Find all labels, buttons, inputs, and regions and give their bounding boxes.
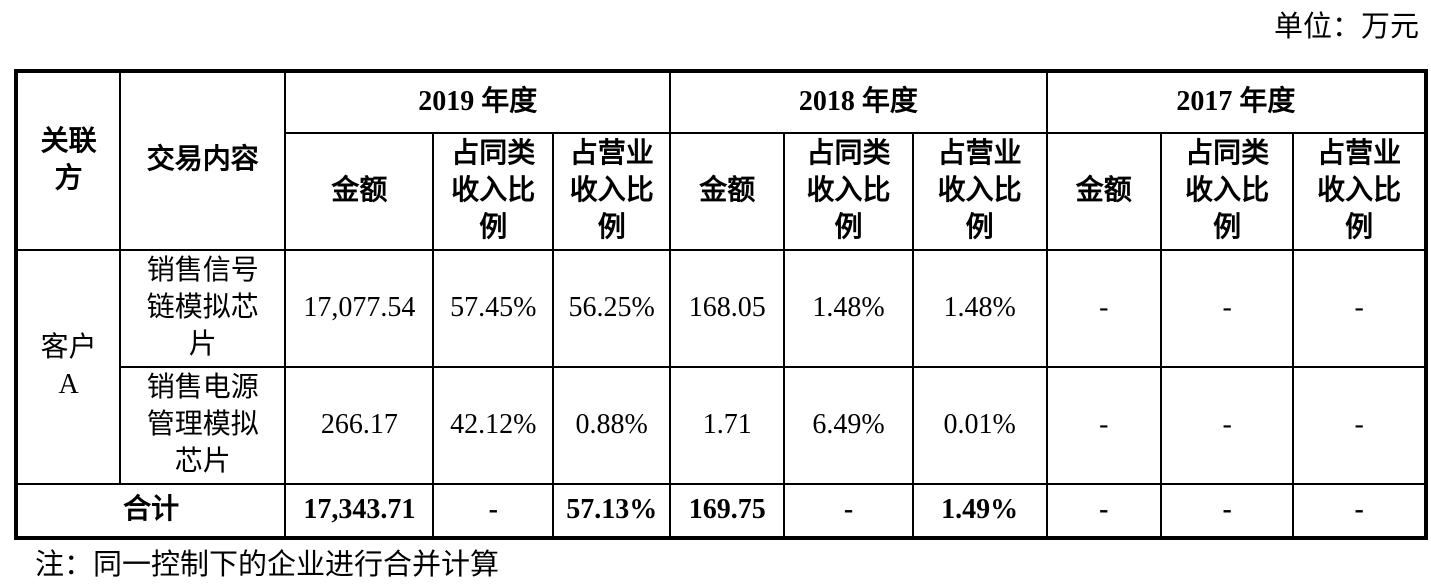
table-row-power-management: 销售电源 管理模拟 芯片 266.17 42.12% 0.88% 1.71 6.… [16,365,1427,485]
cell-total-label: 合计 [14,482,287,539]
cell-total-2018-amount: 169.75 [669,482,786,539]
cell-content-power-management: 销售电源 管理模拟 芯片 [119,365,287,485]
cell-2017-same-type-row1: - [1159,248,1295,368]
header-amount-2019: 金额 [284,132,435,251]
cell-2018-same-type-row2: 6.49% [783,365,914,485]
header-same-type-ratio-2017: 占同类 收入比 例 [1159,132,1295,251]
cell-2018-same-type-row1: 1.48% [783,248,914,368]
cell-2017-amount-row2: - [1045,365,1162,485]
header-amount-2018: 金额 [669,132,786,251]
header-row-metrics: 金额 占同类 收入比 例 占营业 收入比 例 金额 占同类 收入比 例 占营业 … [16,132,1427,251]
cell-total-2018-operating: 1.49% [911,482,1048,539]
cell-total-2017-same-type: - [1159,482,1295,539]
header-transaction-content: 交易内容 [119,70,287,251]
cell-2017-operating-row2: - [1292,365,1427,485]
cell-total-2019-same-type: - [432,482,555,539]
header-operating-ratio-2019: 占营业 收入比 例 [552,132,672,251]
header-year-2019: 2019 年度 [284,70,672,134]
cell-total-2018-same-type: - [783,482,914,539]
cell-2018-amount-row1: 168.05 [669,248,786,368]
cell-total-2017-operating: - [1292,482,1427,539]
cell-total-2017-amount: - [1045,482,1162,539]
header-same-type-ratio-2018: 占同类 收入比 例 [783,132,914,251]
cell-2018-operating-row2: 0.01% [911,365,1048,485]
header-related-party: 关联 方 [14,70,122,251]
cell-2019-same-type-row2: 42.12% [432,365,555,485]
header-amount-2017: 金额 [1045,132,1162,251]
cell-total-2019-operating: 57.13% [552,482,672,539]
cell-2018-operating-row1: 1.48% [911,248,1048,368]
header-operating-ratio-2018: 占营业 收入比 例 [911,132,1048,251]
cell-content-signal-chain: 销售信号 链模拟芯 片 [119,248,287,368]
table-row-total: 合计 17,343.71 - 57.13% 169.75 - 1.49% - -… [14,482,1427,539]
cell-2019-operating-row2: 0.88% [552,365,672,485]
header-same-type-ratio-2019: 占同类 收入比 例 [432,132,555,251]
footnote: 注：同一控制下的企业进行合并计算 [35,549,500,581]
cell-related-party: 客户 A [14,248,122,485]
header-row-years: 关联 方 交易内容 2019 年度 2018 年度 2017 年度 [14,70,1428,251]
header-operating-ratio-2017: 占营业 收入比 例 [1292,132,1427,251]
cell-total-2019-amount: 17,343.71 [284,482,435,539]
cell-2017-amount-row1: - [1045,248,1162,368]
related-party-transactions-table: 关联 方 交易内容 2019 年度 2018 年度 2017 年度 金额 占同类… [14,69,1428,540]
cell-2018-amount-row2: 1.71 [669,365,786,485]
cell-2019-operating-row1: 56.25% [552,248,672,368]
table-row-signal-chain: 客户 A 销售信号 链模拟芯 片 17,077.54 57.45% 56.25%… [14,248,1427,485]
cell-2019-amount-row2: 266.17 [284,365,435,485]
cell-2017-same-type-row2: - [1159,365,1295,485]
cell-2019-same-type-row1: 57.45% [432,248,555,368]
header-year-2018: 2018 年度 [669,70,1048,134]
cell-2019-amount-row1: 17,077.54 [284,248,435,368]
cell-2017-operating-row1: - [1292,248,1427,368]
header-year-2017: 2017 年度 [1045,70,1428,134]
unit-label: 单位：万元 [1273,11,1419,43]
